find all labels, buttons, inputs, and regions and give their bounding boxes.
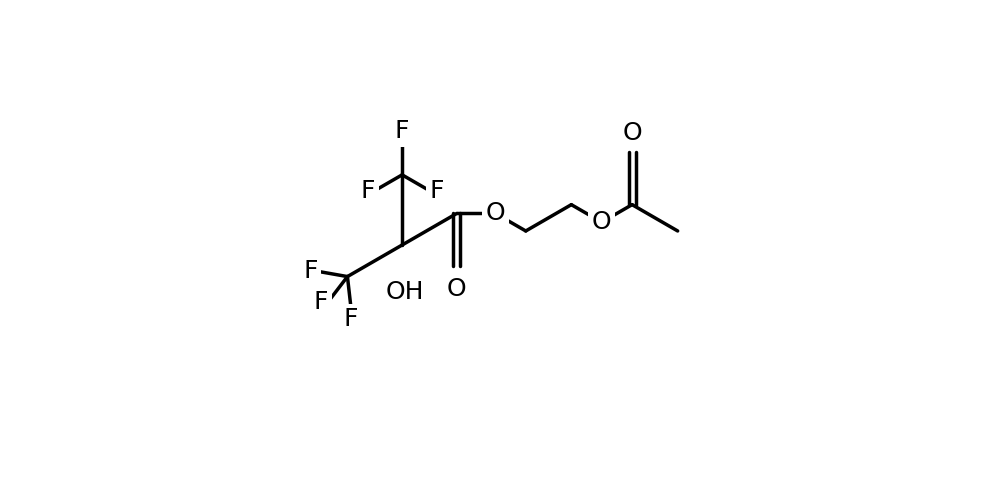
Text: O: O — [592, 210, 611, 234]
Text: F: F — [429, 179, 443, 203]
Text: F: F — [303, 259, 317, 283]
Text: O: O — [622, 121, 641, 145]
Text: O: O — [485, 201, 505, 225]
Text: O: O — [446, 276, 466, 300]
Text: F: F — [394, 119, 409, 143]
Text: F: F — [360, 179, 374, 203]
Text: F: F — [343, 307, 358, 331]
Text: F: F — [313, 290, 328, 314]
Text: OH: OH — [385, 280, 423, 304]
